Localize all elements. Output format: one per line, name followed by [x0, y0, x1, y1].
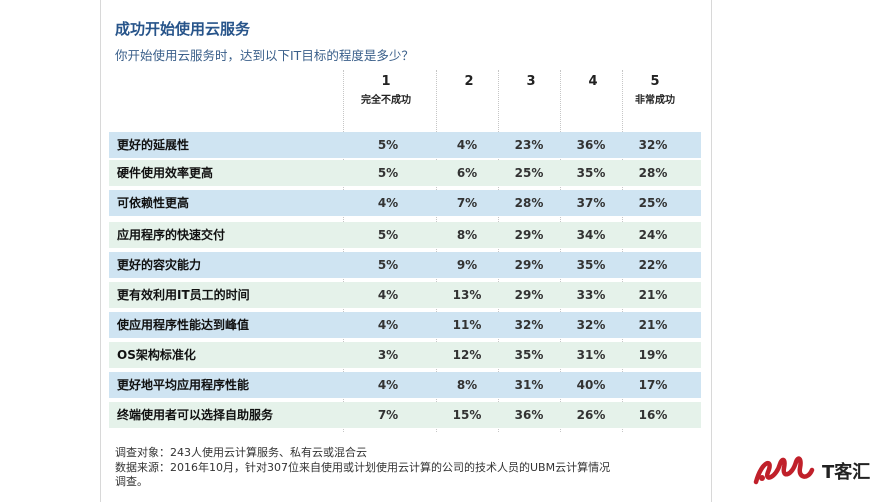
table-row: 更好的延展性 5% 4% 23% 36% 32% — [109, 132, 701, 158]
footnote-source-cont: 调查。 — [115, 475, 148, 488]
value-cell: 22% — [638, 258, 668, 272]
value-cell: 7% — [456, 196, 478, 210]
value-cell: 28% — [638, 166, 668, 180]
value-cell: 36% — [576, 138, 606, 152]
column-number: 4 — [588, 74, 598, 89]
column-number: 1 — [381, 74, 391, 89]
value-cell: 23% — [514, 138, 544, 152]
value-cell: 9% — [456, 258, 478, 272]
column-header-1: 1 完全不成功 — [353, 70, 419, 128]
chart-title: 成功开始使用云服务 — [115, 20, 251, 38]
value-cell: 32% — [514, 318, 544, 332]
column-scale-label: 完全不成功 — [361, 95, 411, 106]
value-cell: 4% — [377, 288, 399, 302]
row-label: 更好的容灾能力 — [117, 258, 202, 272]
column-header-3: 3 — [498, 70, 564, 128]
value-cell: 13% — [452, 288, 482, 302]
brand-logo: T客汇 — [752, 452, 882, 488]
value-cell: 24% — [638, 228, 668, 242]
table-row: 更好的容灾能力 5% 9% 29% 35% 22% — [109, 252, 701, 278]
value-cell: 29% — [514, 288, 544, 302]
row-label: 应用程序的快速交付 — [117, 228, 226, 242]
value-cell: 32% — [638, 138, 668, 152]
row-label: 更有效利用IT员工的时间 — [117, 288, 250, 302]
value-cell: 15% — [452, 408, 482, 422]
row-label: 硬件使用效率更高 — [117, 166, 214, 180]
column-number: 3 — [526, 74, 536, 89]
value-cell: 4% — [377, 196, 399, 210]
value-cell: 33% — [576, 288, 606, 302]
table-row: 更有效利用IT员工的时间 4% 13% 29% 33% 21% — [109, 282, 701, 308]
row-label: 终端使用者可以选择自助服务 — [117, 408, 274, 422]
value-cell: 31% — [514, 378, 544, 392]
value-cell: 25% — [638, 196, 668, 210]
value-cell: 21% — [638, 288, 668, 302]
value-cell: 4% — [456, 138, 478, 152]
column-divider — [560, 70, 561, 432]
column-divider — [498, 70, 499, 432]
column-scale-label: 非常成功 — [635, 95, 675, 106]
table-row: 使应用程序性能达到峰值 4% 11% 32% 32% 21% — [109, 312, 701, 338]
value-cell: 3% — [377, 348, 399, 362]
value-cell: 37% — [576, 196, 606, 210]
table-row: 硬件使用效率更高 5% 6% 25% 35% 28% — [109, 160, 701, 186]
column-divider — [436, 70, 437, 432]
value-cell: 25% — [514, 166, 544, 180]
footnote-source: 数据来源：2016年10月，针对307位来自使用或计划使用云计算的公司的技术人员… — [115, 460, 611, 474]
value-cell: 31% — [576, 348, 606, 362]
table-row: 应用程序的快速交付 5% 8% 29% 34% 24% — [109, 222, 701, 248]
value-cell: 11% — [452, 318, 482, 332]
value-cell: 8% — [456, 228, 478, 242]
column-divider — [343, 70, 344, 432]
column-header-row: 1 完全不成功 2 3 4 5 非常成功 — [343, 70, 699, 128]
value-cell: 29% — [514, 258, 544, 272]
footnotes: 调查对象：243人使用云计算服务、私有云或混合云 数据来源：2016年10月，针… — [115, 446, 610, 490]
value-cell: 26% — [576, 408, 606, 422]
value-cell: 40% — [576, 378, 606, 392]
chart-subtitle: 你开始使用云服务时，达到以下IT目标的程度是多少？ — [115, 48, 414, 63]
value-cell: 35% — [576, 258, 606, 272]
column-divider — [622, 70, 623, 432]
value-cell: 12% — [452, 348, 482, 362]
column-header-2: 2 — [436, 70, 502, 128]
row-label: OS架构标准化 — [117, 348, 196, 362]
value-cell: 4% — [377, 318, 399, 332]
column-number: 2 — [464, 74, 474, 89]
value-cell: 36% — [514, 408, 544, 422]
value-cell: 29% — [514, 228, 544, 242]
value-cell: 7% — [377, 408, 399, 422]
row-label: 更好地平均应用程序性能 — [117, 378, 250, 392]
table-row: OS架构标准化 3% 12% 35% 31% 19% — [109, 342, 701, 368]
value-cell: 5% — [377, 166, 399, 180]
row-label: 使应用程序性能达到峰值 — [117, 318, 250, 332]
value-cell: 32% — [576, 318, 606, 332]
brand-logo-icon — [753, 456, 815, 485]
value-cell: 5% — [377, 228, 399, 242]
column-header-5: 5 非常成功 — [622, 70, 688, 128]
value-cell: 5% — [377, 258, 399, 272]
row-label: 更好的延展性 — [117, 138, 190, 152]
value-cell: 35% — [576, 166, 606, 180]
brand-logo-text: T客汇 — [822, 462, 871, 483]
value-cell: 19% — [638, 348, 668, 362]
value-cell: 35% — [514, 348, 544, 362]
value-cell: 17% — [638, 378, 668, 392]
row-label: 可依赖性更高 — [117, 196, 190, 210]
value-cell: 34% — [576, 228, 606, 242]
column-number: 5 — [650, 74, 660, 89]
value-cell: 8% — [456, 378, 478, 392]
value-cell: 16% — [638, 408, 668, 422]
value-cell: 4% — [377, 378, 399, 392]
value-cell: 21% — [638, 318, 668, 332]
table-row: 更好地平均应用程序性能 4% 8% 31% 40% 17% — [109, 372, 701, 398]
value-cell: 5% — [377, 138, 399, 152]
column-header-4: 4 — [560, 70, 626, 128]
footnote-respondents: 调查对象：243人使用云计算服务、私有云或混合云 — [115, 446, 367, 459]
table-row: 终端使用者可以选择自助服务 7% 15% 36% 26% 16% — [109, 402, 701, 428]
value-cell: 6% — [456, 166, 478, 180]
survey-panel: 成功开始使用云服务 你开始使用云服务时，达到以下IT目标的程度是多少？ 1 完全不… — [100, 0, 712, 502]
table-row: 可依赖性更高 4% 7% 28% 37% 25% — [109, 190, 701, 216]
value-cell: 28% — [514, 196, 544, 210]
